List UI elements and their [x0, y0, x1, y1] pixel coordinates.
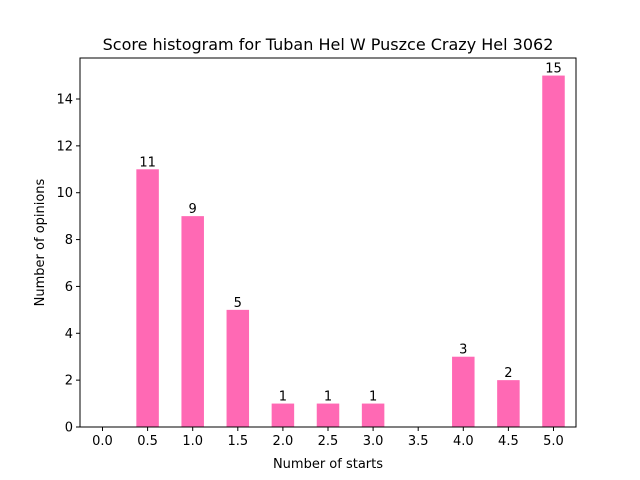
y-tick-label: 6	[65, 280, 73, 295]
bar-4.0	[452, 356, 475, 427]
x-tick-label: 5.0	[543, 434, 564, 449]
y-tick-label: 10	[56, 186, 73, 201]
bar-value-label: 11	[139, 155, 156, 170]
y-tick-label: 4	[65, 327, 73, 342]
bar-value-label: 15	[545, 62, 562, 77]
y-tick-label: 12	[56, 139, 73, 154]
y-tick-label: 8	[65, 233, 73, 248]
bar-value-label: 2	[504, 366, 512, 381]
bar-5.0	[542, 75, 565, 428]
x-tick-label: 0.0	[92, 434, 113, 449]
bar-value-label: 1	[324, 390, 332, 405]
bar-1.5	[226, 309, 250, 427]
x-tick-label: 3.5	[408, 434, 429, 449]
bar-0.5	[136, 169, 159, 428]
bar-3.0	[361, 403, 385, 427]
x-tick-label: 4.5	[498, 434, 519, 449]
x-tick-label: 4.0	[453, 434, 474, 449]
y-tick-label: 2	[65, 374, 73, 389]
plot-frame	[79, 57, 577, 428]
bar-2.5	[316, 403, 340, 427]
bar-value-label: 3	[459, 343, 467, 358]
y-axis-label: Number of opinions	[33, 178, 48, 306]
bar-value-label: 1	[279, 390, 287, 405]
bar-2.0	[271, 403, 295, 427]
y-tick-label: 0	[65, 421, 73, 436]
x-tick-label: 3.0	[363, 434, 384, 449]
bar-value-label: 5	[234, 296, 242, 311]
bar-4.5	[497, 380, 520, 427]
chart-title: Score histogram for Tuban Hel W Puszce C…	[103, 35, 554, 54]
plot-area: 0.0 11 0.5 9 1.0 5 1.5 1 2.0 1 2.5 1 3.0 3.5 3 4.0 2 4.5 1…	[56, 62, 565, 449]
bar-value-label: 1	[369, 390, 377, 405]
x-tick-label: 2.0	[273, 434, 294, 449]
bar-1.0	[181, 216, 204, 427]
x-tick-label: 0.5	[137, 434, 158, 449]
x-tick-label: 2.5	[318, 434, 339, 449]
x-tick-label: 1.0	[182, 434, 203, 449]
bar-value-label: 9	[189, 202, 197, 217]
x-axis-label: Number of starts	[273, 457, 383, 472]
x-tick-label: 1.5	[227, 434, 248, 449]
y-tick-label: 14	[56, 93, 73, 108]
